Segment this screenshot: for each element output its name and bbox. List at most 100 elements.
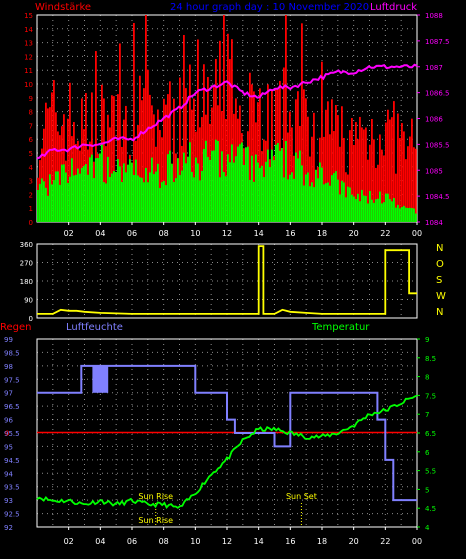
wind-avg-bar [217,140,219,222]
wind-max-bar [337,115,339,222]
wind-avg-bar [371,199,373,222]
wind-avg-bar [361,189,363,222]
wind-avg-bar [339,194,341,222]
wind-avg-bar [329,185,331,222]
wind-avg-bar [55,171,57,222]
wind-avg-bar [199,180,201,222]
wind-avg-bar [301,165,303,222]
wind-max-bar [227,33,229,222]
wind-avg-bar [321,167,323,222]
wind-max-bar [385,122,387,222]
humidity-line [37,364,417,502]
pressure-y-tick-label: 1084.5 [425,193,450,201]
pressure-y-tick-label: 1088 [425,12,443,20]
bottom-x-tick-label: 10 [190,537,200,546]
wind-avg-bar [57,171,59,222]
wind-avg-bar [343,182,345,222]
wind-avg-bar [369,190,371,222]
wind-avg-bar [373,202,375,222]
wind-max-bar [225,119,227,222]
wind-avg-bar [203,148,205,222]
wind-avg-bar [207,156,209,222]
wind-y-tick-label: 8 [29,109,33,117]
wind-avg-bar [275,144,277,222]
wind-avg-bar [137,175,139,222]
temperature-line [36,394,418,509]
rain-axis-title: Regen [0,322,32,333]
wind-avg-bar [165,185,167,222]
wind-avg-bar [129,159,131,222]
wind-max-bar [415,148,417,222]
wind-avg-bar [175,178,177,222]
wind-avg-bar [413,208,415,222]
wind-avg-bar [253,181,255,222]
wind-avg-bar [411,208,413,222]
wind-avg-bar [71,158,73,222]
wind-max-bar [137,125,139,222]
wind-max-bar [183,34,185,223]
wind-avg-bar [177,158,179,222]
wind-max-bar [399,138,401,222]
wind-max-bar [119,43,121,223]
wind-avg-bar [63,164,65,222]
wind-avg-bar [223,172,225,222]
wind-x-tick-label: 02 [64,229,74,238]
wind-avg-bar [273,160,275,222]
wind-y-tick-label: 14 [24,26,33,34]
direction-y-tick-label: 0 [29,315,33,323]
compass-label: W [436,291,446,302]
wind-max-bar [369,144,371,222]
wind-max-bar [117,94,119,222]
wind-avg-bar [161,182,163,222]
temperature-y-tick-label: 8 [425,374,429,382]
wind-x-tick-label: 04 [95,229,105,238]
wind-avg-bar [53,180,55,222]
wind-max-bar [325,109,327,222]
wind-max-bar [67,118,69,222]
wind-avg-bar [167,154,169,222]
wind-avg-bar [381,203,383,222]
wind-max-bar [331,99,333,222]
wind-avg-bar [367,203,369,222]
wind-avg-bar [391,201,393,222]
wind-max-bar [113,96,115,222]
temperature-y-tick-label: 9 [425,336,429,344]
wind-x-tick-label: 08 [159,229,169,238]
wind-avg-bar [365,195,367,222]
wind-y-tick-label: 0 [29,219,33,227]
wind-avg-bar [245,147,247,222]
wind-max-bar [389,119,391,222]
humidity-y-tick-label: 99 [4,336,13,344]
rain-y-tick-label: 0 [5,430,9,438]
wind-panel: 012345678910111213141510841084.510851085… [24,12,449,238]
wind-max-bar [51,92,53,223]
wind-avg-bar [61,164,63,222]
wind-avg-bar [237,146,239,222]
wind-avg-bar [171,163,173,222]
humidity-y-tick-label: 95.5 [4,430,20,438]
wind-max-bar [191,109,193,222]
wind-max-bar [329,134,331,222]
wind-avg-bar [283,177,285,222]
wind-avg-bar [49,174,51,222]
wind-avg-bar [403,205,405,222]
wind-max-bar [133,22,135,222]
wind-avg-bar [249,179,251,222]
wind-avg-bar [149,172,151,222]
wind-avg-bar [289,174,291,222]
compass-label: O [436,259,444,270]
wind-max-bar [185,88,187,222]
wind-avg-bar [241,142,243,222]
wind-avg-bar [213,150,215,222]
wind-max-bar [289,111,291,222]
wind-max-bar [229,59,231,223]
wind-y-tick-label: 15 [24,12,33,20]
wind-avg-bar [299,150,301,222]
wind-avg-bar [111,173,113,222]
humidity-y-tick-label: 95 [4,443,13,451]
wind-max-bar [359,116,361,222]
wind-max-bar [45,102,47,222]
wind-avg-bar [87,174,89,222]
